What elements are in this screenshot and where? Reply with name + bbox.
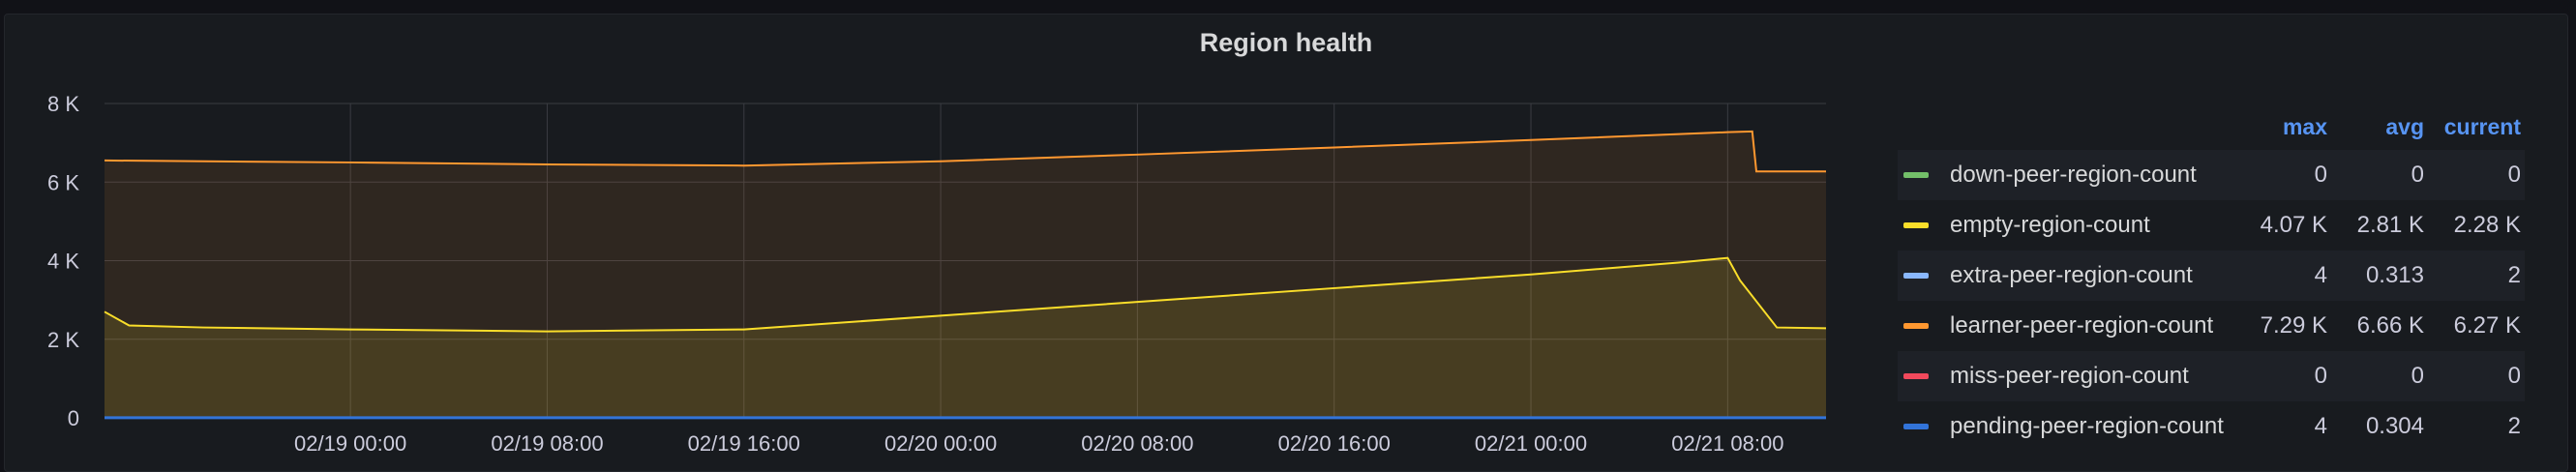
y-tick-label: 8 K [47,92,79,116]
series-line-learner-peer-region-count [104,130,1826,173]
legend-swatch[interactable] [1903,323,1929,329]
legend-current-value: 2 [2507,413,2521,439]
y-tick-label: 6 K [47,170,79,194]
legend-series-name[interactable]: empty-region-count [1950,212,2150,238]
series-area-learner-peer-region-count [105,131,1826,418]
legend-current-value: 0 [2507,162,2521,188]
legend-avg-value: 0 [2411,162,2424,188]
legend-item-down-peer-region-count[interactable]: down-peer-region-count 0 0 0 [1898,150,2525,200]
legend-swatch[interactable] [1903,172,1929,178]
legend: max avg current down-peer-region-count 0 0… [1898,103,2525,452]
legend-header: max avg current [1898,103,2525,150]
legend-swatch[interactable] [1903,222,1929,228]
series-line-empty-region-count [104,256,1827,333]
y-tick-label: 0 [68,406,79,430]
x-tick-label: 02/20 00:00 [884,431,997,456]
legend-avg-value: 0.313 [2365,262,2424,288]
y-tick-label: 4 K [47,250,79,274]
legend-swatch[interactable] [1903,273,1929,279]
legend-current-value: 6.27 K [2453,312,2521,339]
legend-col-current[interactable]: current [2443,113,2521,139]
legend-max-value: 0 [2314,162,2327,188]
legend-avg-value: 2.81 K [2356,212,2424,238]
legend-max-value: 4 [2314,413,2327,439]
x-tick-label: 02/20 08:00 [1081,431,1193,456]
legend-max-value: 7.29 K [2260,312,2327,339]
x-tick-label: 02/19 00:00 [294,431,406,456]
legend-max-value: 4 [2314,262,2327,288]
legend-series-name[interactable]: learner-peer-region-count [1950,312,2214,339]
x-tick-label: 02/20 16:00 [1278,431,1391,456]
legend-item-extra-peer-region-count[interactable]: extra-peer-region-count 4 0.313 2 [1898,251,2525,301]
x-tick-label: 02/19 08:00 [491,431,603,456]
legend-max-value: 0 [2314,363,2327,389]
legend-item-miss-peer-region-count[interactable]: miss-peer-region-count 0 0 0 [1898,351,2525,401]
series-area-empty-region-count [105,257,1826,418]
legend-series-name[interactable]: pending-peer-region-count [1950,413,2224,439]
y-tick-label: 2 K [47,328,79,352]
legend-swatch[interactable] [1903,424,1929,429]
legend-avg-value: 0 [2411,363,2424,389]
legend-col-avg[interactable]: avg [2385,113,2424,139]
legend-swatch[interactable] [1903,373,1929,379]
x-tick-label: 02/21 00:00 [1475,431,1587,456]
legend-item-pending-peer-region-count[interactable]: pending-peer-region-count 4 0.304 2 [1898,401,2525,452]
legend-current-value: 2 [2507,262,2521,288]
x-tick-label: 02/19 16:00 [688,431,800,456]
legend-series-name[interactable]: miss-peer-region-count [1950,363,2189,389]
legend-current-value: 0 [2507,363,2521,389]
legend-avg-value: 6.66 K [2356,312,2424,339]
legend-series-name[interactable]: down-peer-region-count [1950,162,2197,188]
legend-avg-value: 0.304 [2365,413,2424,439]
legend-col-max[interactable]: max [2282,113,2327,139]
chart-area[interactable]: 0 2 K 4 K 6 K 8 K 02/19 00:00 02/19 08:00 02/19… [5,15,1892,469]
panel-title[interactable]: Region health [1199,28,1373,57]
legend-current-value: 2.28 K [2453,212,2521,238]
legend-max-value: 4.07 K [2260,212,2327,238]
legend-item-learner-peer-region-count[interactable]: learner-peer-region-count 7.29 K 6.66 K 6.2… [1898,301,2525,351]
legend-series-name[interactable]: extra-peer-region-count [1950,262,2193,288]
x-tick-label: 02/21 08:00 [1671,431,1783,456]
legend-item-empty-region-count[interactable]: empty-region-count 4.07 K 2.81 K 2.28 K [1898,200,2525,251]
